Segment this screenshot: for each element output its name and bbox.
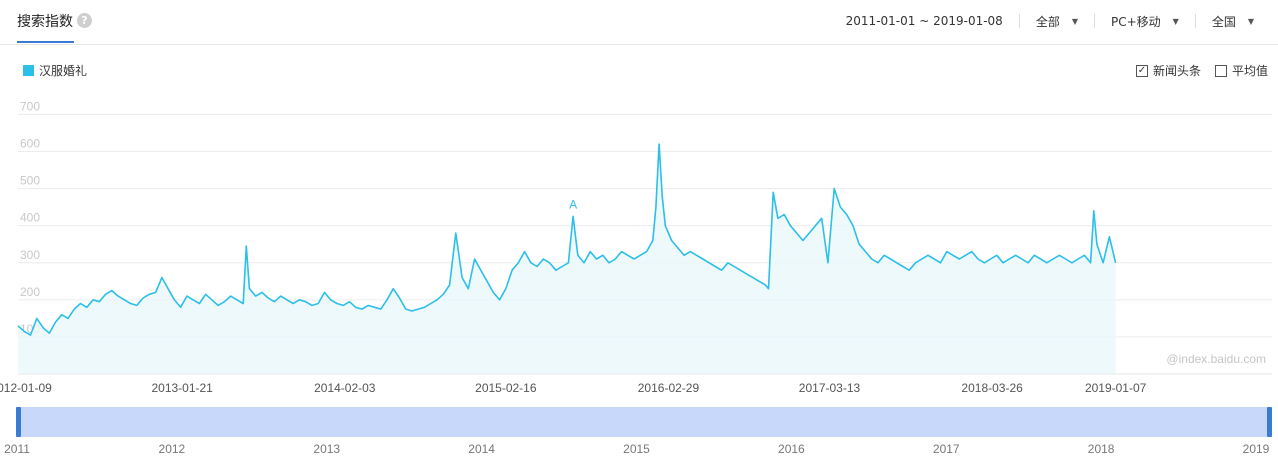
navigator-year-label: 2015: [623, 442, 650, 456]
legend-swatch: [23, 65, 34, 76]
x-tick-label: 2013-01-21: [151, 381, 213, 395]
navigator-year-label: 2011: [4, 442, 30, 456]
active-tab-indicator: [17, 41, 74, 43]
divider: [1194, 14, 1196, 28]
trend-chart[interactable]: 7006005004003002001002012-01-092013-01-2…: [0, 95, 1278, 400]
divider: [1094, 14, 1095, 28]
average-toggle[interactable]: 平均值: [1214, 62, 1268, 79]
caret-down-icon: ▼: [1172, 16, 1179, 26]
date-range-label: 2011-01-01 ~ 2019-01-08: [845, 14, 1003, 28]
news-headline-label: 新闻头条: [1152, 64, 1201, 78]
tab-bar: 搜索指数 ? 2011-01-01 ~ 2019-01-08 全部 ▼ PC+移动…: [0, 0, 1278, 45]
source-dropdown[interactable]: 全部 ▼: [1020, 13, 1094, 30]
y-tick-label: 700: [20, 99, 40, 113]
time-range-navigator[interactable]: 2011 2012 2013 2014 2015 2016 2017 2018 2019: [0, 400, 1278, 472]
filter-bar: 2011-01-01 ~ 2019-01-08 全部 ▼ PC+移动 ▼ 全国 ▼: [830, 12, 1270, 30]
y-tick-label: 600: [20, 137, 40, 151]
navigator-year-label: 2019: [1243, 442, 1270, 456]
legend-series-label: 汉服婚礼: [39, 64, 88, 78]
navigator-year-label: 2017: [933, 442, 960, 456]
device-label: PC+移动: [1111, 14, 1161, 29]
y-tick-label: 300: [20, 248, 40, 262]
x-tick-label: 2015-02-16: [475, 381, 537, 395]
caret-down-icon: ▼: [1071, 16, 1078, 26]
x-tick-label: 2016-02-29: [638, 381, 700, 395]
x-tick-label: 2018-03-26: [961, 381, 1023, 395]
x-tick-label: 2017-03-13: [799, 381, 861, 395]
y-tick-label: 400: [20, 211, 40, 225]
region-dropdown[interactable]: 全国 ▼: [1196, 13, 1270, 30]
series-area: [18, 144, 1116, 374]
news-headline-checkbox[interactable]: ✓: [1135, 64, 1148, 77]
navigator-year-label: 2014: [468, 442, 495, 456]
average-label: 平均值: [1231, 64, 1268, 78]
source-label: 全部: [1035, 14, 1060, 29]
caret-down-icon: ▼: [1247, 16, 1254, 26]
divider: [1018, 14, 1020, 28]
tab-search-index[interactable]: 搜索指数: [17, 14, 73, 30]
device-dropdown[interactable]: PC+移动 ▼: [1095, 13, 1195, 30]
help-icon[interactable]: ?: [77, 13, 92, 28]
y-tick-label: 500: [20, 174, 40, 188]
x-tick-label: 2012-01-09: [0, 381, 52, 395]
average-checkbox[interactable]: [1214, 64, 1227, 77]
chart-options: ✓ 新闻头条 平均值: [1122, 62, 1268, 79]
news-annotation-marker: A: [569, 197, 577, 211]
navigator-year-label: 2016: [778, 442, 805, 456]
navigator-year-label: 2018: [1088, 442, 1115, 456]
watermark: @index.baidu.com: [1166, 352, 1266, 366]
navigator-left-handle: [16, 407, 21, 437]
x-tick-label: 2019-01-07: [1085, 381, 1147, 395]
date-range-picker[interactable]: 2011-01-01 ~ 2019-01-08: [830, 14, 1019, 28]
navigator-selection: [18, 407, 1270, 437]
chart-legend[interactable]: 汉服婚礼: [23, 62, 87, 79]
y-tick-label: 200: [20, 285, 40, 299]
news-headline-toggle[interactable]: ✓ 新闻头条: [1135, 62, 1201, 79]
region-label: 全国: [1211, 14, 1236, 29]
series-line: [17, 143, 1117, 336]
navigator-year-label: 2012: [159, 442, 186, 456]
navigator-right-handle: [1267, 407, 1272, 437]
navigator-year-label: 2013: [313, 442, 340, 456]
x-tick-label: 2014-02-03: [314, 381, 376, 395]
